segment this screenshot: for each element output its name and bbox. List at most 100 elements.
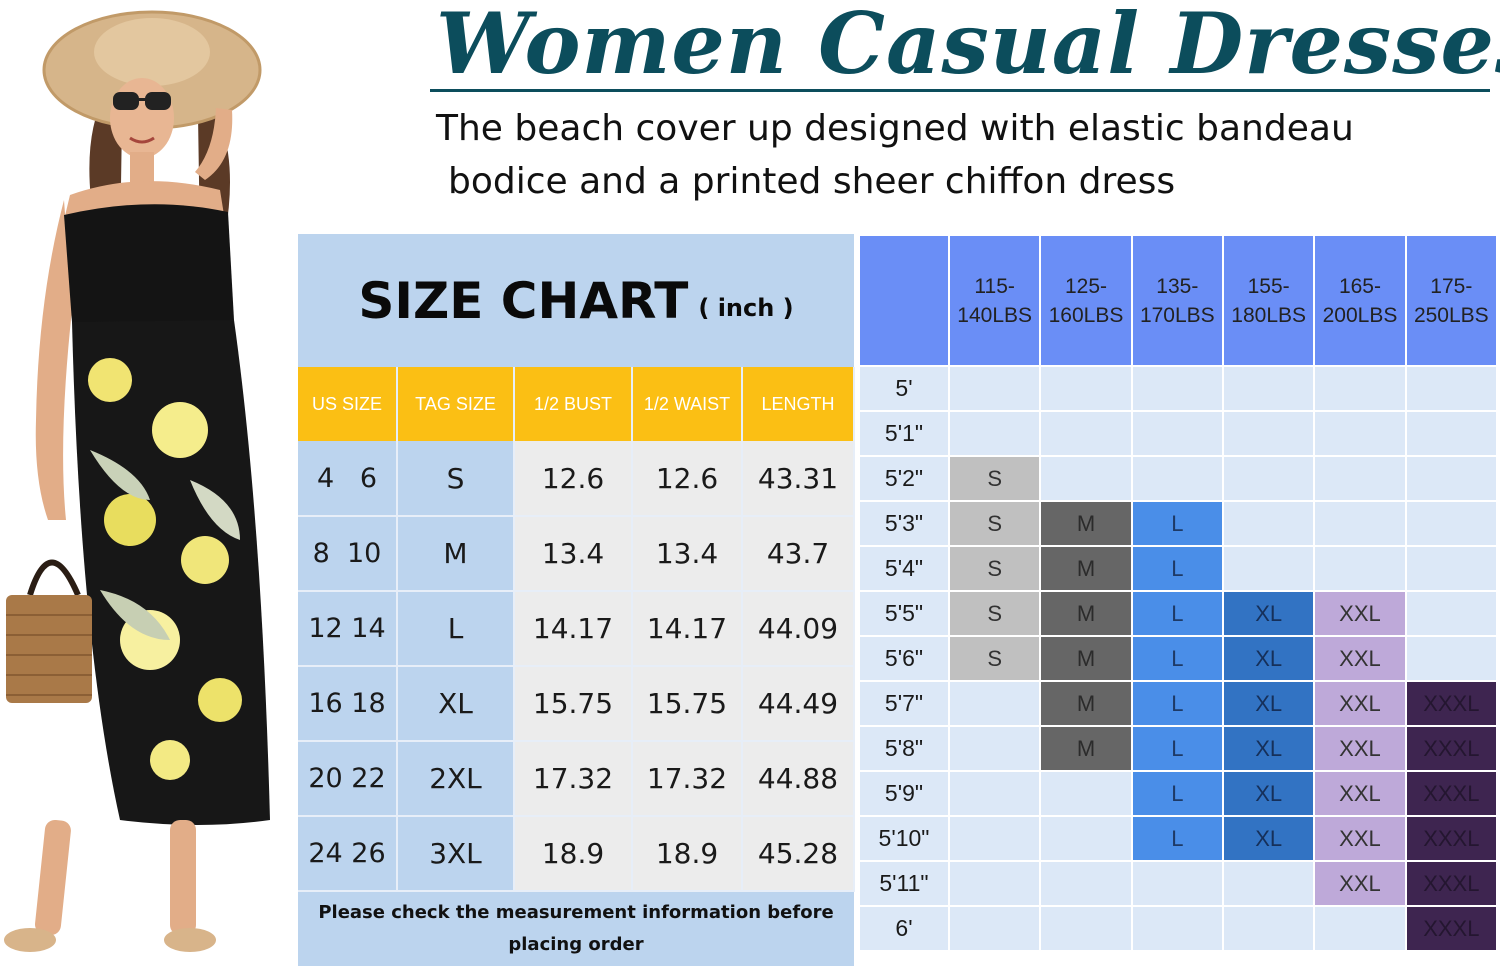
size-recommendation-cell bbox=[1132, 457, 1222, 500]
height-weight-grid: 115- 140LBS 125- 160LBS 135- 170LBS 155- 180LBS… bbox=[858, 234, 1498, 952]
size-recommendation-cell: L bbox=[1132, 817, 1222, 860]
measurement-cell: S bbox=[397, 441, 515, 517]
page-title: Women Casual Dresses bbox=[436, 0, 1500, 93]
left-arm bbox=[35, 200, 72, 520]
measurement-cell: 18.9 bbox=[632, 816, 743, 892]
height-row: 5'2" S bbox=[860, 457, 1496, 500]
size-recommendation-cell: L bbox=[1132, 682, 1222, 725]
measurement-column-header: TAG SIZE bbox=[397, 367, 515, 441]
product-description: The beach cover up designed with elastic… bbox=[436, 102, 1436, 208]
note-line-2: placing order bbox=[508, 934, 644, 955]
height-label: 5'10" bbox=[860, 817, 948, 860]
size-recommendation-cell bbox=[1132, 412, 1222, 455]
size-recommendation-cell: L bbox=[1132, 727, 1222, 770]
size-recommendation-cell: L bbox=[1132, 772, 1222, 815]
size-recommendation-cell: M bbox=[1041, 502, 1131, 545]
measurement-cell: 4 6 bbox=[298, 441, 398, 517]
size-recommendation-cell bbox=[1132, 367, 1222, 410]
size-recommendation-cell bbox=[1223, 457, 1314, 500]
measurement-row: 16 18 XL 15.75 15.75 44.49 bbox=[298, 666, 855, 742]
size-chart-title: SIZE CHART bbox=[358, 271, 689, 330]
size-chart: SIZE CHART ( inch ) US SIZE TAG SIZE 1/2 B… bbox=[298, 234, 855, 966]
height-label: 5'8" bbox=[860, 727, 948, 770]
weight-range-header: 125- 160LBS bbox=[1041, 236, 1131, 365]
flower-print bbox=[88, 358, 242, 780]
height-row: 5'6" S M L XL XXL bbox=[860, 637, 1496, 680]
measurement-cell: 44.49 bbox=[742, 666, 855, 742]
height-label: 5'5" bbox=[860, 592, 948, 635]
size-recommendation-cell bbox=[1315, 412, 1405, 455]
size-recommendation-cell bbox=[1406, 592, 1496, 635]
size-recommendation-cell: S bbox=[950, 592, 1040, 635]
size-recommendation-cell bbox=[950, 907, 1040, 950]
straw-hat-crown bbox=[94, 18, 210, 86]
size-chart-unit: ( inch ) bbox=[698, 293, 794, 322]
weight-range-header: 165- 200LBS bbox=[1315, 236, 1405, 365]
measurement-cell: 17.32 bbox=[514, 741, 633, 817]
measurement-cell: 2XL bbox=[397, 741, 515, 817]
measurement-header-row: US SIZE TAG SIZE 1/2 BUST 1/2 WAIST LENGTH bbox=[298, 367, 855, 441]
size-recommendation-cell bbox=[1406, 457, 1496, 500]
measurement-row: 20 22 2XL 17.32 17.32 44.88 bbox=[298, 741, 855, 817]
size-recommendation-cell: XXXL bbox=[1406, 862, 1496, 905]
size-recommendation-cell bbox=[1406, 412, 1496, 455]
size-recommendation-cell: XL bbox=[1223, 772, 1314, 815]
size-recommendation-cell: M bbox=[1041, 727, 1131, 770]
height-label: 5'3" bbox=[860, 502, 948, 545]
size-recommendation-cell bbox=[1315, 502, 1405, 545]
size-recommendation-cell bbox=[950, 367, 1040, 410]
measurement-cell: 16 18 bbox=[298, 666, 398, 742]
size-recommendation-cell: M bbox=[1041, 547, 1131, 590]
height-label: 5'6" bbox=[860, 637, 948, 680]
measurement-note: Please check the measurement information… bbox=[298, 892, 854, 966]
weight-range-label: 135- bbox=[1156, 274, 1199, 298]
size-recommendation-cell: XXL bbox=[1315, 817, 1405, 860]
size-recommendation-cell bbox=[1406, 502, 1496, 545]
measurement-cell: 13.4 bbox=[632, 516, 743, 592]
size-recommendation-cell: L bbox=[1132, 502, 1222, 545]
size-recommendation-cell bbox=[1041, 412, 1131, 455]
measurement-cell: L bbox=[397, 591, 515, 667]
measurement-cell: 15.75 bbox=[514, 666, 633, 742]
size-recommendation-cell: XXL bbox=[1315, 637, 1405, 680]
size-recommendation-cell bbox=[1132, 862, 1222, 905]
height-label: 5'7" bbox=[860, 682, 948, 725]
size-recommendation-cell bbox=[950, 862, 1040, 905]
weight-range-label: 155- bbox=[1247, 274, 1290, 298]
measurement-cell: 17.32 bbox=[632, 741, 743, 817]
size-recommendation-cell: XXXL bbox=[1406, 727, 1496, 770]
note-line-1: Please check the measurement information… bbox=[318, 902, 834, 923]
title-underline bbox=[430, 89, 1490, 92]
size-recommendation-cell bbox=[1223, 907, 1314, 950]
measurement-cell: XL bbox=[397, 666, 515, 742]
size-recommendation-cell bbox=[1041, 367, 1131, 410]
weight-range-label: 175- bbox=[1430, 274, 1473, 298]
size-recommendation-cell bbox=[1223, 367, 1314, 410]
height-label: 5'4" bbox=[860, 547, 948, 590]
face bbox=[110, 78, 174, 158]
measurement-cell: 45.28 bbox=[742, 816, 855, 892]
height-row: 5'5" S M L XL XXL bbox=[860, 592, 1496, 635]
weight-range-label: 165- bbox=[1338, 274, 1381, 298]
size-recommendation-cell: XXL bbox=[1315, 862, 1405, 905]
size-recommendation-cell bbox=[1406, 637, 1496, 680]
size-recommendation-cell bbox=[1406, 367, 1496, 410]
size-recommendation-cell: S bbox=[950, 502, 1040, 545]
measurement-row: 24 26 3XL 18.9 18.9 45.28 bbox=[298, 816, 855, 892]
measurement-cell: 14.17 bbox=[514, 591, 633, 667]
size-recommendation-cell: XXXL bbox=[1406, 817, 1496, 860]
measurement-cell: 44.09 bbox=[742, 591, 855, 667]
height-label: 6' bbox=[860, 907, 948, 950]
measurement-cell: 43.31 bbox=[742, 441, 855, 517]
size-recommendation-cell: XL bbox=[1223, 682, 1314, 725]
size-recommendation-cell: XXL bbox=[1315, 727, 1405, 770]
description-line-2: bodice and a printed sheer chiffon dress bbox=[448, 161, 1176, 202]
weight-range-label: 200LBS bbox=[1322, 303, 1398, 327]
weight-range-label: 160LBS bbox=[1048, 303, 1124, 327]
measurement-column-header: US SIZE bbox=[298, 367, 398, 441]
size-recommendation-cell bbox=[950, 727, 1040, 770]
measurement-cell: 44.88 bbox=[742, 741, 855, 817]
measurement-column-header: 1/2 WAIST bbox=[632, 367, 743, 441]
size-recommendation-cell: XXL bbox=[1315, 772, 1405, 815]
height-label: 5'9" bbox=[860, 772, 948, 815]
